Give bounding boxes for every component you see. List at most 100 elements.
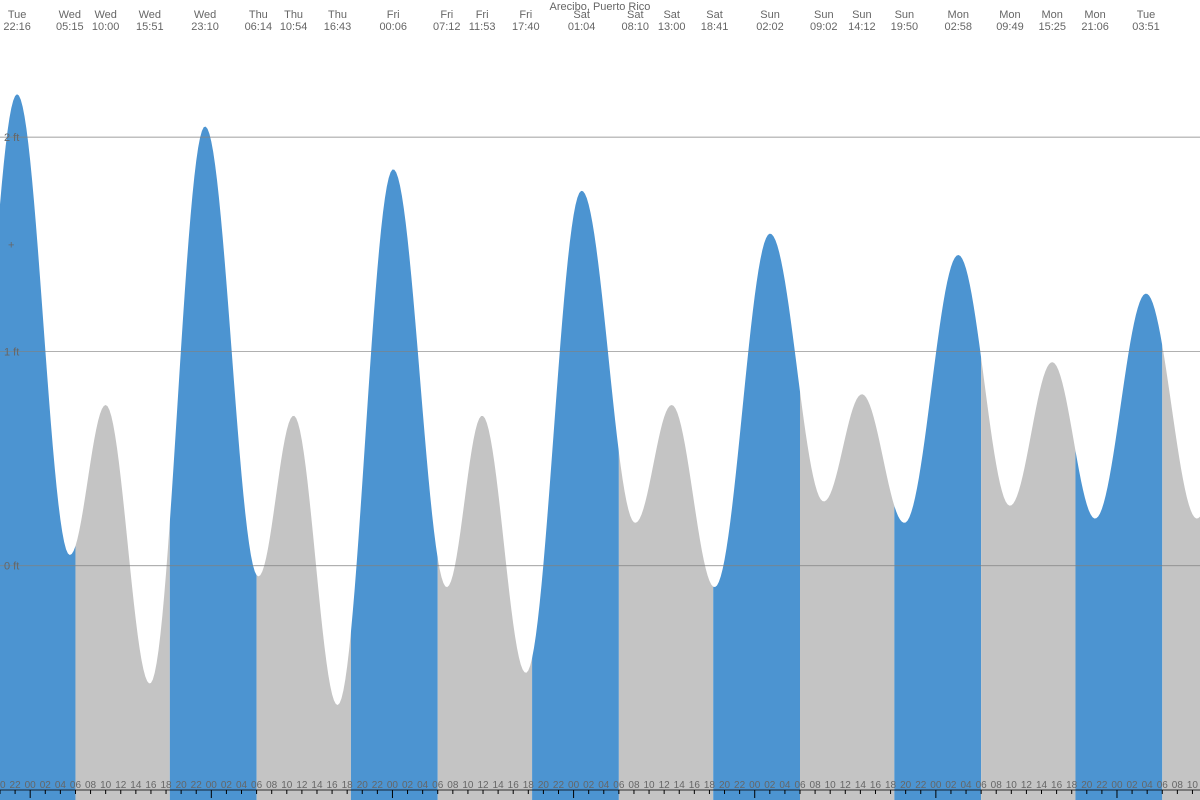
x-axis-label: 20 [900,780,912,791]
top-label-day: Wed [194,9,216,21]
top-label-day: Mon [999,9,1020,21]
x-axis-label: 20 [719,780,731,791]
x-axis-label: 00 [25,780,37,791]
x-axis-label: 10 [825,780,837,791]
x-axis-label: 08 [628,780,640,791]
top-label-day: Sat [663,9,680,21]
x-axis-label: 02 [402,780,414,791]
top-label-time: 15:25 [1038,21,1066,33]
x-axis-label: 18 [704,780,716,791]
x-axis-label: 04 [598,780,610,791]
x-axis-label: 12 [840,780,852,791]
top-label-time: 02:02 [756,21,784,33]
x-axis-label: 22 [1096,780,1108,791]
top-label-day: Sat [706,9,723,21]
x-axis-label: 22 [372,780,384,791]
x-axis-label: 22 [191,780,203,791]
top-label-day: Mon [1042,9,1063,21]
top-label-day: Sun [852,9,872,21]
x-axis-label: 18 [885,780,897,791]
y-axis-label: 0 ft [4,561,19,573]
y-axis-label: 1 ft [4,346,19,358]
top-label-day: Sun [760,9,780,21]
top-label-time: 03:51 [1132,21,1160,33]
x-axis-label: 00 [387,780,399,791]
x-axis-label: 18 [1066,780,1078,791]
x-axis-label: 22 [10,780,22,791]
top-label-time: 14:12 [848,21,876,33]
top-label-time: 01:04 [568,21,596,33]
top-label-time: 16:43 [324,21,352,33]
top-label-day: Tue [1137,9,1156,21]
x-axis-label: 00 [930,780,942,791]
y-axis-plus-mark: + [8,239,14,251]
x-axis-label: 04 [1142,780,1154,791]
x-axis-label: 18 [523,780,535,791]
x-axis-label: 02 [40,780,52,791]
x-axis-label: 08 [991,780,1003,791]
top-label-time: 13:00 [658,21,686,33]
top-label-day: Fri [519,9,532,21]
y-axis-label: 2 ft [4,132,19,144]
x-axis-label: 18 [342,780,354,791]
x-axis-label: 04 [960,780,972,791]
top-label-day: Fri [440,9,453,21]
top-label-day: Fri [476,9,489,21]
x-axis-label: 08 [266,780,278,791]
x-axis-label: 20 [357,780,369,791]
x-axis-label: 12 [1021,780,1033,791]
x-axis-label: 12 [659,780,671,791]
top-label-time: 17:40 [512,21,540,33]
x-axis-label: 06 [1157,780,1169,791]
x-axis-label: 04 [417,780,429,791]
x-axis-label: 14 [674,780,686,791]
x-axis-label: 10 [462,780,474,791]
x-axis-label: 06 [70,780,82,791]
x-axis-label: 10 [643,780,655,791]
x-axis-label: 14 [311,780,323,791]
x-axis-label: 14 [130,780,142,791]
top-label-time: 10:54 [280,21,308,33]
x-axis-label: 10 [1006,780,1018,791]
x-axis-label: 20 [176,780,188,791]
x-axis-label: 02 [764,780,776,791]
x-axis-label: 12 [115,780,127,791]
top-label-day: Sun [814,9,834,21]
x-axis-label: 18 [160,780,172,791]
tide-chart-svg: 0 ft1 ft2 ft+202200020406081012141618202… [0,0,1200,800]
top-label-time: 07:12 [433,21,461,33]
x-axis-label: 20 [538,780,550,791]
x-axis-label: 14 [855,780,867,791]
top-label-time: 15:51 [136,21,164,33]
top-label-time: 23:10 [191,21,219,33]
x-axis-label: 08 [1172,780,1184,791]
top-label-time: 11:53 [469,21,496,33]
x-axis-label: 06 [613,780,625,791]
top-label-day: Wed [94,9,116,21]
top-label-time: 19:50 [891,21,919,33]
top-label-day: Thu [284,9,303,21]
top-label-day: Mon [948,9,969,21]
x-axis-label: 00 [206,780,218,791]
x-axis-label: 08 [810,780,822,791]
top-label-day: Sat [573,9,590,21]
top-label-time: 10:00 [92,21,120,33]
x-axis-label: 06 [976,780,988,791]
x-axis-label: 06 [251,780,263,791]
top-label-time: 00:06 [379,21,407,33]
top-label-time: 09:49 [996,21,1024,33]
top-label-time: 22:16 [3,21,31,33]
x-axis-label: 04 [236,780,248,791]
top-label-day: Sat [627,9,644,21]
x-axis-label: 16 [145,780,157,791]
x-axis-label: 22 [734,780,746,791]
tide-area [0,0,1200,800]
top-label-time: 21:06 [1081,21,1109,33]
top-label-time: 02:58 [944,21,972,33]
x-axis-label: 04 [779,780,791,791]
x-axis-label: 00 [1111,780,1123,791]
tide-chart: 0 ft1 ft2 ft+202200020406081012141618202… [0,0,1200,800]
top-label-day: Sun [895,9,915,21]
x-axis-label: 10 [1187,780,1199,791]
x-axis-label: 00 [749,780,761,791]
